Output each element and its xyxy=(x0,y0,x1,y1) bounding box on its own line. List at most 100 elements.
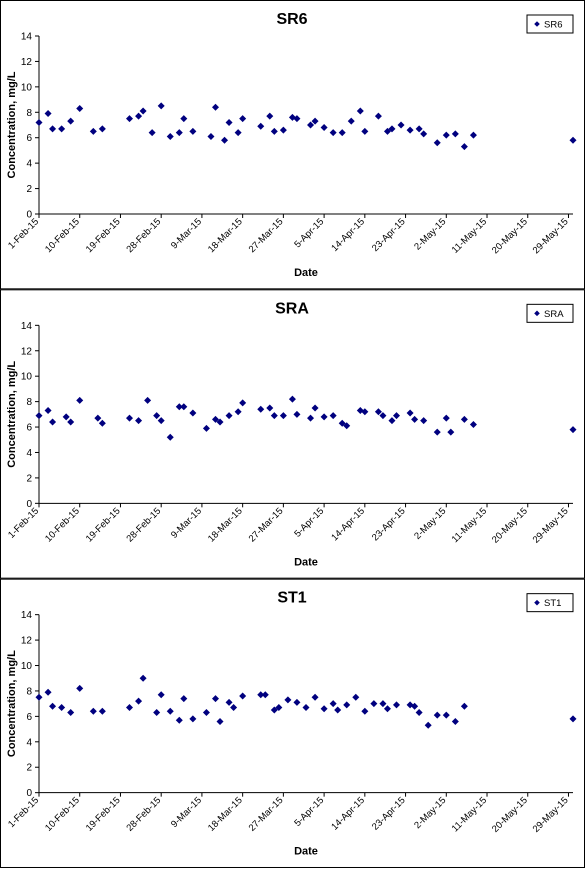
legend-marker xyxy=(534,599,540,606)
data-point xyxy=(329,412,337,420)
y-tick-label: 6 xyxy=(26,133,32,144)
data-point xyxy=(180,403,188,411)
data-point xyxy=(58,703,66,711)
data-point xyxy=(189,715,197,723)
y-tick-label: 2 xyxy=(26,763,32,774)
data-point xyxy=(67,709,75,717)
data-point xyxy=(469,131,477,139)
data-point xyxy=(139,674,147,682)
data-point xyxy=(216,418,224,426)
data-point xyxy=(569,136,577,144)
data-point xyxy=(329,129,337,137)
data-point xyxy=(257,691,265,699)
data-point xyxy=(211,103,219,111)
data-point xyxy=(239,692,247,700)
data-point xyxy=(469,421,477,429)
data-point xyxy=(397,121,405,129)
y-tick-label: 14 xyxy=(21,321,33,332)
y-tick-label: 0 xyxy=(26,210,32,221)
data-point xyxy=(311,693,319,701)
data-point xyxy=(49,418,57,426)
y-tick-label: 14 xyxy=(21,32,33,43)
data-point xyxy=(180,695,188,703)
y-tick-label: 12 xyxy=(21,57,33,68)
data-point xyxy=(135,112,143,120)
data-point xyxy=(275,703,283,711)
data-point xyxy=(157,417,165,425)
data-point xyxy=(293,115,301,123)
chart-title: SR6 xyxy=(276,11,307,28)
y-tick-label: 8 xyxy=(26,108,32,119)
data-point xyxy=(420,130,428,138)
y-axis-label: Concentration, mg/L xyxy=(6,71,18,178)
y-tick-label: 10 xyxy=(21,372,33,383)
y-tick-label: 0 xyxy=(26,788,32,799)
data-point xyxy=(420,417,428,425)
data-point xyxy=(388,417,396,425)
data-point xyxy=(320,413,328,421)
data-point xyxy=(166,433,174,441)
data-point xyxy=(270,706,278,714)
data-point xyxy=(406,409,414,417)
data-point xyxy=(307,414,315,422)
data-point xyxy=(135,697,143,705)
y-tick-label: 8 xyxy=(26,397,32,408)
data-point xyxy=(424,721,432,729)
data-point xyxy=(284,696,292,704)
data-point xyxy=(157,102,165,110)
data-point xyxy=(189,409,197,417)
y-tick-label: 2 xyxy=(26,473,32,484)
x-axis-label: Date xyxy=(294,267,318,279)
data-point xyxy=(126,115,134,123)
data-point xyxy=(393,701,401,709)
data-point xyxy=(374,408,382,416)
data-point xyxy=(288,395,296,403)
data-point xyxy=(266,404,274,412)
data-point xyxy=(157,691,165,699)
data-point xyxy=(442,711,450,719)
data-point xyxy=(307,121,315,129)
data-point xyxy=(257,405,265,413)
data-point xyxy=(207,132,215,140)
data-point xyxy=(451,130,459,138)
data-point xyxy=(44,688,52,696)
data-point xyxy=(383,705,391,713)
data-point xyxy=(338,129,346,137)
data-point xyxy=(35,693,43,701)
data-point xyxy=(144,396,152,404)
data-point xyxy=(393,412,401,420)
data-point xyxy=(153,709,161,717)
data-point xyxy=(433,139,441,147)
y-tick-label: 4 xyxy=(26,159,32,170)
data-point xyxy=(211,415,219,423)
data-point xyxy=(343,422,351,430)
data-point xyxy=(415,709,423,717)
data-point xyxy=(44,110,52,118)
y-tick-label: 6 xyxy=(26,423,32,434)
data-point xyxy=(175,403,183,411)
data-point xyxy=(352,693,360,701)
data-point xyxy=(98,125,106,133)
data-point xyxy=(49,125,57,133)
data-point xyxy=(58,125,66,133)
data-point xyxy=(89,127,97,135)
data-point xyxy=(347,117,355,125)
data-point xyxy=(89,707,97,715)
data-point xyxy=(98,419,106,427)
data-point xyxy=(216,717,224,725)
data-point xyxy=(230,703,238,711)
data-point xyxy=(460,702,468,710)
legend-label: SRA xyxy=(544,309,564,320)
data-point xyxy=(44,407,52,415)
data-point xyxy=(370,700,378,708)
data-point xyxy=(94,414,102,422)
data-point xyxy=(329,700,337,708)
data-point xyxy=(62,413,70,421)
data-point xyxy=(76,104,84,112)
y-tick-label: 12 xyxy=(21,346,33,357)
data-point xyxy=(460,143,468,151)
y-tick-label: 2 xyxy=(26,184,32,195)
